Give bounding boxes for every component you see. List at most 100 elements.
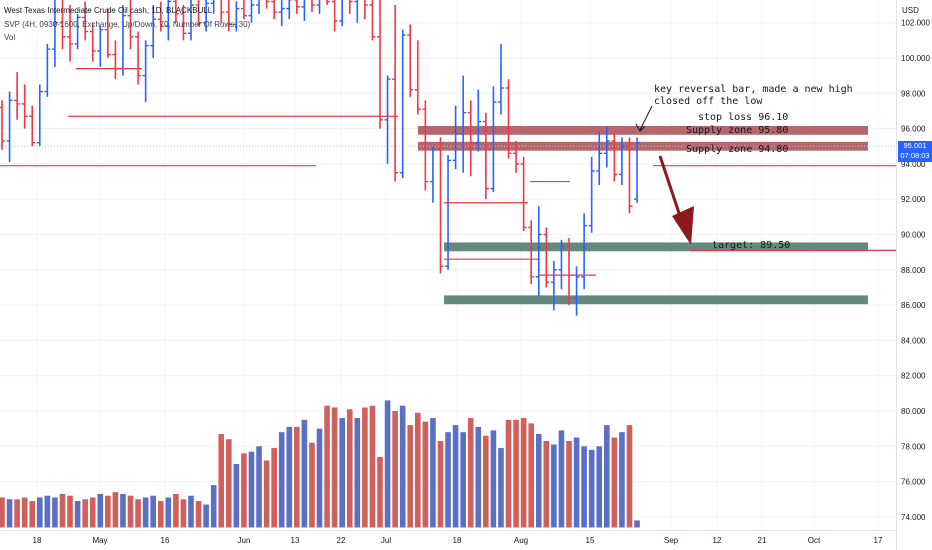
volume-bar bbox=[498, 448, 504, 528]
volume-bar bbox=[233, 463, 240, 528]
time-tick-label: 15 bbox=[586, 536, 595, 545]
volume-indicator-label[interactable]: Vol bbox=[4, 33, 16, 42]
price-tick-label: 98.000 bbox=[901, 89, 926, 98]
price-tick-label: 80.000 bbox=[901, 407, 926, 416]
price-tick-label: 100.000 bbox=[901, 54, 930, 63]
volume-bar bbox=[301, 419, 308, 528]
volume-bar bbox=[82, 499, 88, 528]
chart-title: West Texas Intermediate Crude Oil cash, … bbox=[4, 6, 213, 15]
time-tick-label: 22 bbox=[337, 536, 346, 545]
time-tick-label: Sep bbox=[664, 536, 679, 545]
price-tick-label: 102.000 bbox=[901, 19, 930, 28]
volume-bar bbox=[407, 425, 414, 528]
annotation-pointer-head bbox=[635, 123, 646, 132]
volume-bar bbox=[59, 493, 66, 528]
time-tick-label: Jul bbox=[381, 536, 391, 545]
volume-bar bbox=[309, 442, 315, 528]
zone-demand-3 bbox=[444, 295, 868, 305]
volume-bar bbox=[256, 446, 262, 528]
volume-bar bbox=[263, 460, 270, 528]
last-price-value: 95.001 bbox=[903, 141, 927, 150]
volume-bar bbox=[331, 407, 338, 528]
price-tick-label: 88.000 bbox=[901, 266, 926, 275]
price-tick-label: 86.000 bbox=[901, 301, 926, 310]
volume-bar bbox=[362, 407, 368, 528]
volume-bar bbox=[210, 485, 217, 528]
svp-indicator-label[interactable]: SVP (4H, 0930-1600, Exchange, Up/Down, 7… bbox=[4, 20, 251, 29]
volume-bar bbox=[324, 405, 330, 528]
volume-bar bbox=[203, 504, 209, 528]
volume-bar bbox=[467, 418, 474, 528]
volume-bar bbox=[67, 495, 73, 528]
volume-bar bbox=[142, 497, 149, 528]
time-tick-label: Jun bbox=[238, 536, 251, 545]
last-price-badge: 95.001 07:08:03 bbox=[898, 141, 932, 162]
key-reversal-note-line2: closed off the low bbox=[654, 96, 763, 107]
time-tick-label: 18 bbox=[453, 536, 462, 545]
volume-bar bbox=[528, 423, 534, 528]
volume-bar bbox=[626, 425, 633, 528]
volume-bar bbox=[150, 495, 156, 528]
volume-bar bbox=[44, 495, 51, 528]
volume-bar bbox=[105, 495, 111, 528]
volume-bar bbox=[112, 492, 119, 528]
volume-bar bbox=[346, 409, 353, 528]
target-arrow-layer bbox=[635, 105, 694, 245]
volume-bar bbox=[430, 418, 436, 528]
volume-bar bbox=[611, 437, 618, 528]
volume-bar bbox=[415, 412, 421, 528]
volume-bar bbox=[97, 493, 104, 528]
volume-layer bbox=[0, 400, 640, 528]
price-tick-label: 82.000 bbox=[901, 372, 926, 381]
volume-bar bbox=[543, 441, 550, 528]
volume-bar bbox=[14, 499, 20, 528]
volume-bar bbox=[6, 499, 13, 528]
volume-bar bbox=[135, 499, 141, 528]
volume-bar bbox=[604, 425, 610, 528]
volume-bar bbox=[286, 426, 293, 528]
price-tick-label: 84.000 bbox=[901, 336, 926, 345]
time-tick-label: 21 bbox=[758, 536, 767, 545]
volume-bar bbox=[392, 411, 398, 528]
volume-bar bbox=[573, 437, 580, 528]
volume-bar bbox=[180, 499, 187, 528]
volume-bar bbox=[460, 432, 466, 528]
price-tick-label: 78.000 bbox=[901, 442, 926, 451]
volume-bar bbox=[248, 451, 255, 528]
volume-bar bbox=[37, 497, 43, 528]
volume-bar bbox=[505, 419, 512, 528]
ohlc-bars-layer bbox=[0, 0, 641, 316]
volume-bar bbox=[195, 501, 202, 528]
volume-bar bbox=[377, 456, 383, 528]
zones-layer bbox=[0, 125, 896, 305]
volume-bar bbox=[437, 441, 444, 528]
volume-bar bbox=[0, 497, 5, 528]
volume-bar bbox=[566, 441, 572, 528]
volume-bar bbox=[165, 497, 172, 528]
target-arrow-head bbox=[672, 206, 694, 245]
volume-bar bbox=[513, 419, 519, 528]
time-tick-label: Aug bbox=[514, 536, 528, 545]
price-tick-label: 90.000 bbox=[901, 231, 926, 240]
volume-bar bbox=[634, 520, 640, 528]
volume-bar bbox=[483, 435, 489, 528]
volume-bar bbox=[188, 495, 194, 528]
volume-bar bbox=[354, 418, 361, 528]
volume-bar bbox=[422, 421, 429, 528]
volume-bar bbox=[271, 448, 277, 528]
volume-bar bbox=[369, 405, 376, 528]
volume-bar bbox=[520, 418, 527, 528]
volume-bar bbox=[619, 432, 625, 528]
volume-bar bbox=[452, 425, 459, 528]
volume-bar bbox=[581, 446, 587, 528]
time-tick-label: 16 bbox=[161, 536, 170, 545]
target-label: target: 89.50 bbox=[712, 240, 791, 251]
volume-bar bbox=[218, 433, 225, 528]
volume-bar bbox=[157, 501, 164, 528]
volume-bar bbox=[339, 418, 345, 528]
volume-bar bbox=[535, 433, 542, 528]
volume-bar bbox=[490, 430, 497, 528]
volume-bar bbox=[241, 453, 247, 528]
